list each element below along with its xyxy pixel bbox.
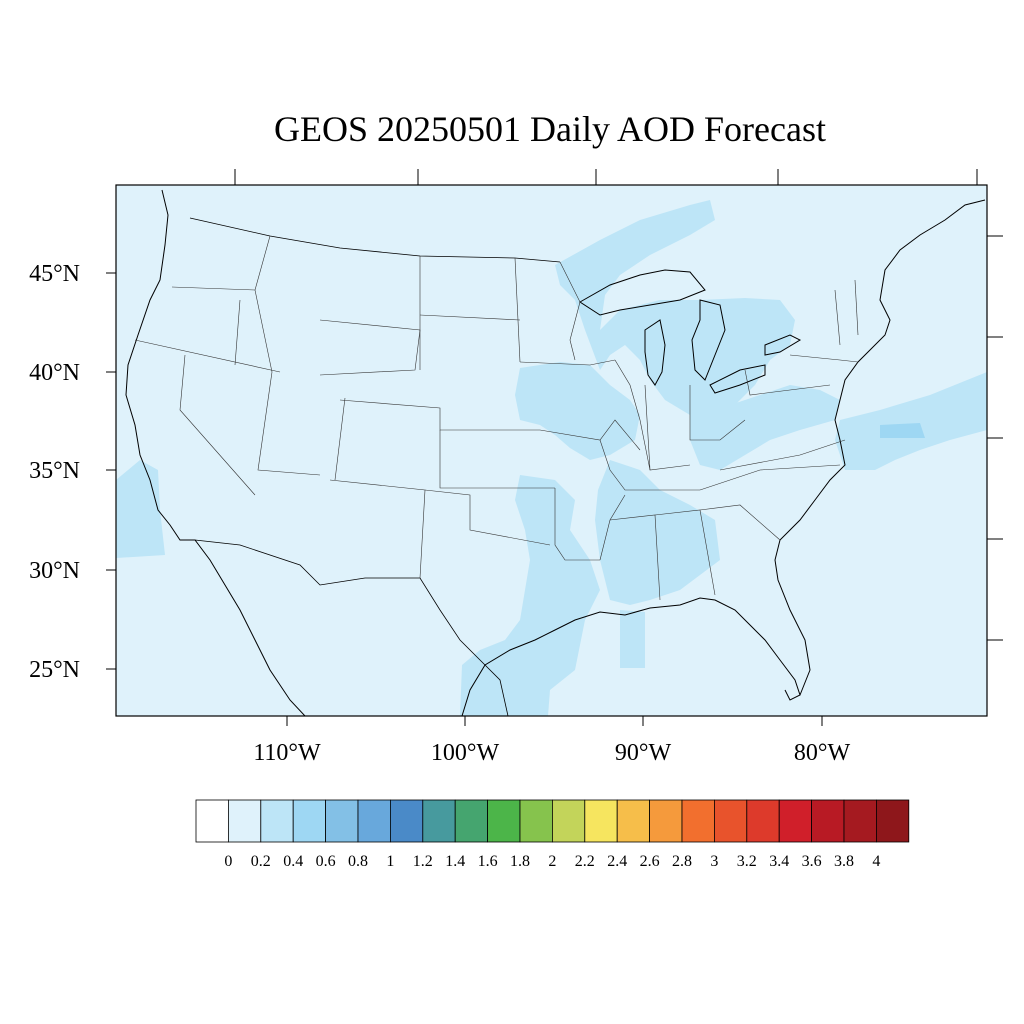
lat-label: 45°N: [29, 261, 80, 287]
colorbar-swatch: [195, 799, 229, 843]
lat-label: 35°N: [29, 458, 80, 484]
colorbar-swatch: [389, 799, 424, 843]
aod-shading-layer: [116, 200, 987, 716]
us-canada-border: [189, 217, 561, 263]
aod-region-midwest: [515, 362, 640, 460]
colorbar-tick-label: 1: [386, 853, 394, 870]
colorbar-tick-label: 2: [548, 853, 556, 870]
colorbar-tick-label: 0.6: [316, 853, 336, 870]
map-title: GEOS 20250501 Daily AOD Forecast: [274, 109, 826, 149]
colorbar-tick-label: 1.6: [478, 853, 498, 870]
lat-label: 25°N: [29, 657, 80, 683]
colorbar-tick-label: 0: [224, 853, 232, 870]
colorbar-tick-label: 4: [872, 853, 880, 870]
colorbar-tick-label: 1.2: [413, 853, 433, 870]
colorbar-tick-label: 0.8: [348, 853, 368, 870]
lake-michigan-outline: [644, 319, 666, 386]
colorbar-tick-label: 2.2: [575, 853, 595, 870]
colorbar-swatch: [519, 799, 553, 843]
coastlines-and-borders: [125, 189, 986, 716]
lon-label: 110°W: [253, 740, 321, 766]
colorbar-tick-label: 3.6: [802, 853, 822, 870]
colorbar-tick-label: 3.8: [834, 853, 854, 870]
aod-region-gulf-offshore: [620, 610, 645, 668]
lat-label: 40°N: [29, 360, 80, 386]
axis-ticks: [106, 169, 1003, 726]
colorbar-swatch: [260, 799, 294, 843]
colorbar-tick-label: 3.4: [769, 853, 789, 870]
colorbar-swatch: [843, 799, 877, 843]
colorbar-tick-label: 0.2: [251, 853, 271, 870]
atlantic-coastline: [774, 199, 986, 696]
colorbar-tick-label: 3.2: [737, 853, 757, 870]
aod-region-ohio-midatlantic: [690, 385, 840, 470]
lat-label: 30°N: [29, 558, 80, 584]
pacific-coastline: [125, 189, 306, 716]
lake-ontario-outline: [764, 334, 802, 356]
colorbar-swatch: [649, 799, 683, 843]
lake-superior-outline: [579, 269, 706, 316]
colorbar-swatch: [778, 799, 813, 843]
colorbar-tick-label: 3: [710, 853, 718, 870]
colorbar-swatch: [325, 799, 359, 843]
colorbar-swatch: [552, 799, 586, 843]
colorbar-tick-label: 2.4: [607, 853, 627, 870]
colorbar-tick-label: 2.6: [640, 853, 660, 870]
colorbar-tick-label: 2.8: [672, 853, 692, 870]
lon-label: 100°W: [431, 740, 500, 766]
latitude-labels: 45°N 40°N 35°N 30°N 25°N: [29, 261, 80, 683]
colorbar-swatch: [811, 799, 845, 843]
lon-label: 80°W: [794, 740, 851, 766]
colorbar-tick-label: 0.4: [283, 853, 303, 870]
colorbar-swatch: [487, 799, 521, 843]
aod-region-great-lakes: [555, 200, 795, 415]
colorbar-labels: 0 0.2 0.4 0.6 0.8 1 1.2 1.4 1.6 1.8 2 2.2 2.4 2.6 2.8 3…: [224, 853, 880, 870]
colorbar-swatch: [616, 799, 651, 843]
colorbar-swatch: [227, 799, 262, 843]
longitude-labels: 110°W 100°W 90°W 80°W: [253, 740, 850, 766]
aod-region-atlantic: [835, 372, 987, 470]
lon-label: 90°W: [615, 740, 672, 766]
aod-region-pacific: [116, 460, 165, 558]
gulf-coastline: [461, 597, 801, 716]
aod-region-lower-mississippi: [595, 460, 720, 605]
colorbar-swatch: [357, 799, 391, 843]
aod-region-atlantic-patch: [880, 423, 925, 438]
colorbar-swatch: [422, 799, 456, 843]
colorbar-tick-label: 1.8: [510, 853, 530, 870]
lake-huron-outline: [691, 299, 726, 381]
state-boundaries: [134, 235, 859, 601]
colorbar-swatch: [584, 799, 618, 843]
map-border: [115, 184, 988, 717]
lake-erie-outline: [709, 364, 766, 394]
colorbar-swatch: [454, 799, 489, 843]
colorbar-tick-label: 1.4: [445, 853, 465, 870]
colorbar-swatch: [714, 799, 748, 843]
colorbar-swatch: [681, 799, 715, 843]
colorbar-swatch: [292, 799, 327, 843]
colorbar: [195, 799, 910, 843]
aod-region-east-texas: [460, 475, 600, 716]
colorbar-swatch: [746, 799, 780, 843]
colorbar-swatch: [876, 799, 910, 843]
